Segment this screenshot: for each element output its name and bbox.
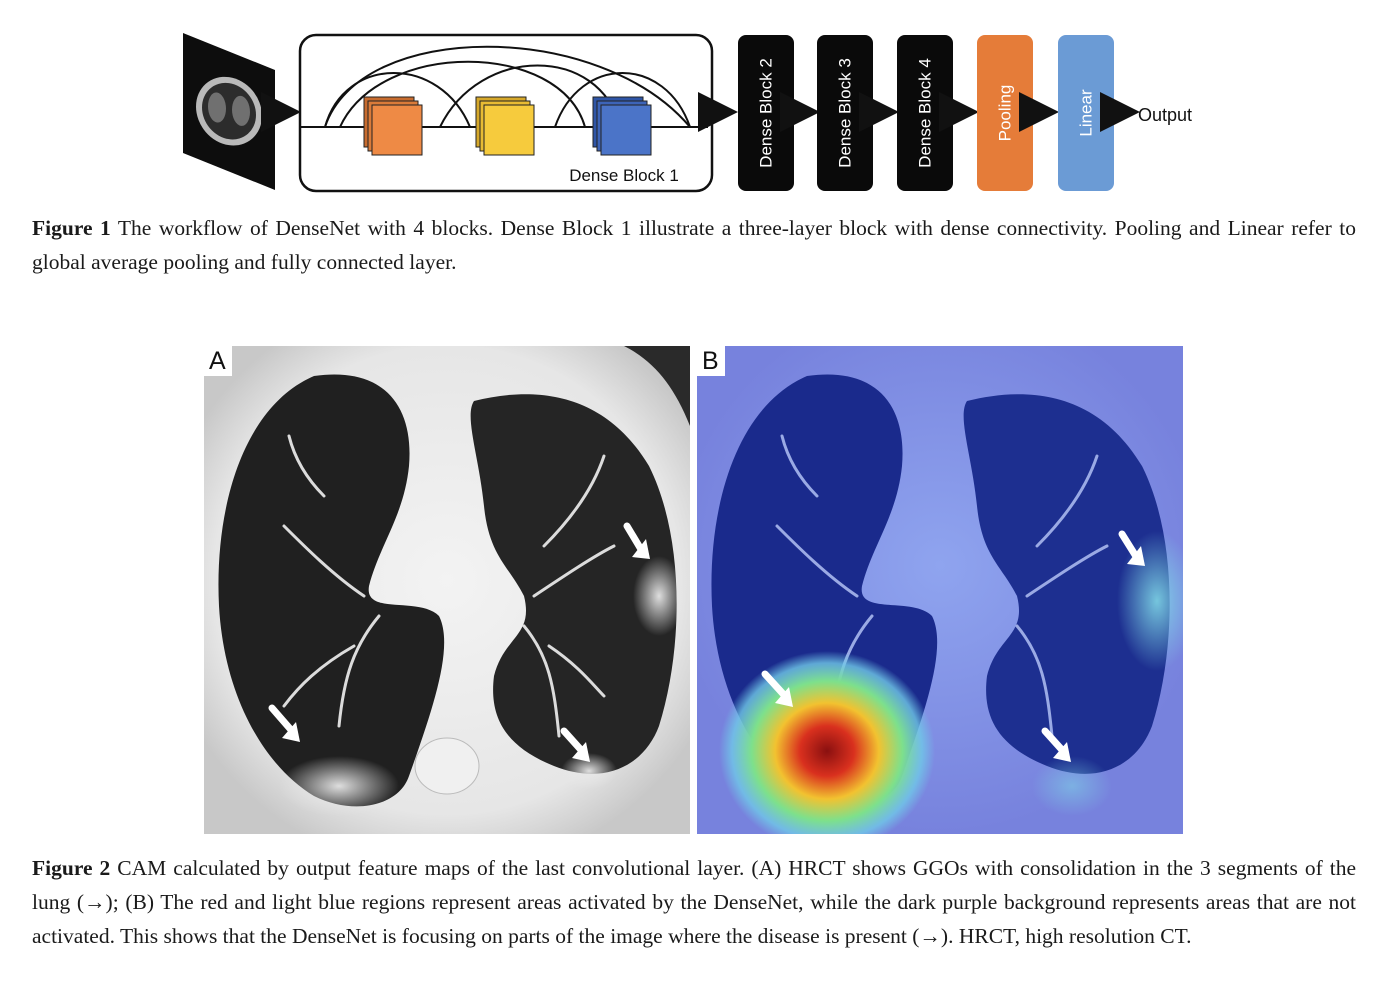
dense-block-2 xyxy=(738,35,794,191)
layer-3-stack xyxy=(592,96,652,156)
panel-b-cam-heatmap: B xyxy=(697,346,1183,834)
arrow-icon xyxy=(761,670,789,700)
arrow-icon xyxy=(1053,742,1071,762)
pooling-block-label: Pooling xyxy=(996,85,1015,142)
arrow-icon xyxy=(572,742,590,762)
arrow-icon xyxy=(775,687,793,707)
dense-block-3-label: Dense Block 3 xyxy=(836,58,855,168)
arrow-icon xyxy=(623,522,646,555)
arrow-icon xyxy=(632,539,650,559)
arrow-icon xyxy=(1041,727,1067,755)
dense-block-4-label: Dense Block 4 xyxy=(916,58,935,168)
arrow-icon xyxy=(1118,530,1141,562)
dense-block-4 xyxy=(897,35,953,191)
densenet-workflow-diagram: Dense Block 1 Dense Block 2 Dense Block 3… xyxy=(183,33,1192,193)
layer-2 xyxy=(483,104,535,156)
pooling-block xyxy=(977,35,1033,191)
output-label: Output xyxy=(1138,105,1192,125)
layer-1 xyxy=(371,104,423,156)
dense-block-1-label: Dense Block 1 xyxy=(569,166,679,185)
arrow-icon xyxy=(560,727,586,755)
linear-block-label: Linear xyxy=(1077,89,1096,137)
figure-1-label: Figure 1 xyxy=(32,216,111,240)
linear-block xyxy=(1058,35,1114,191)
dense-block-2-label: Dense Block 2 xyxy=(757,58,776,168)
layer-1-stack xyxy=(363,96,423,156)
layer-2-stack xyxy=(475,96,535,156)
input-ct-image xyxy=(183,33,275,190)
arrow-icon xyxy=(1127,546,1145,566)
figure-2-label: Figure 2 xyxy=(32,856,111,880)
panel-b-letter: B xyxy=(697,346,725,376)
arrow-icon xyxy=(282,722,300,742)
dense-block-3 xyxy=(817,35,873,191)
figure-2-caption-text: CAM calculated by output feature maps of… xyxy=(32,856,1357,948)
figure-1-caption-text: The workflow of DenseNet with 4 blocks. … xyxy=(32,216,1356,274)
panel-a-ct-scan: A xyxy=(204,346,690,834)
figure-1-caption: Figure 1 The workflow of DenseNet with 4… xyxy=(32,211,1356,279)
panel-a-letter: A xyxy=(204,346,232,376)
figure-2-caption: Figure 2 CAM calculated by output featur… xyxy=(32,851,1356,953)
layer-3 xyxy=(600,104,652,156)
arrow-icon xyxy=(268,704,296,735)
